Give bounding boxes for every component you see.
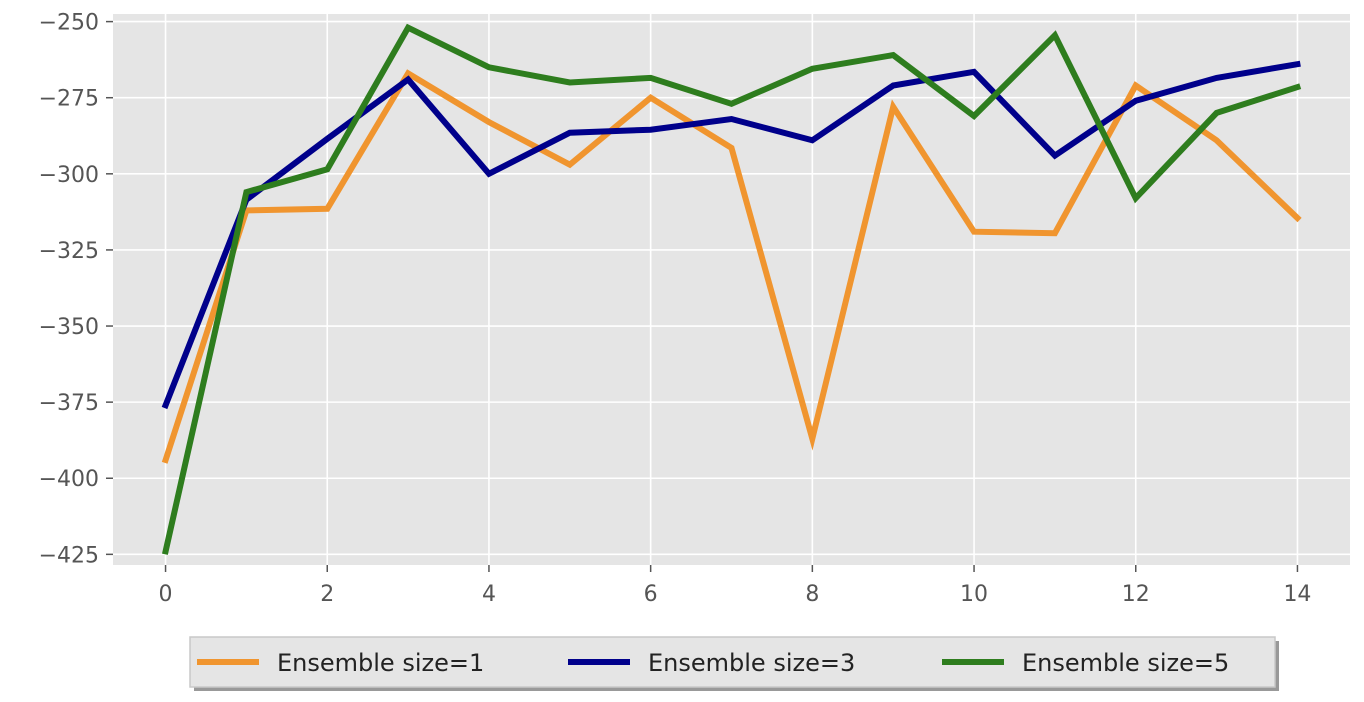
y-tick-label: −375 xyxy=(39,391,99,416)
y-tick-label: −425 xyxy=(39,543,99,568)
x-tick-label: 8 xyxy=(805,582,819,607)
legend-item: Ensemble size=5 xyxy=(942,649,1229,677)
x-tick-label: 12 xyxy=(1122,582,1150,607)
x-tick-label: 14 xyxy=(1283,582,1311,607)
x-tick-label: 0 xyxy=(159,582,173,607)
y-tick-label: −400 xyxy=(39,467,99,492)
legend-item: Ensemble size=3 xyxy=(568,649,855,677)
y-tick-label: −300 xyxy=(39,163,99,188)
legend-label: Ensemble size=5 xyxy=(1022,649,1229,677)
x-tick-label: 6 xyxy=(644,582,658,607)
x-tick-label: 10 xyxy=(960,582,988,607)
legend-item: Ensemble size=1 xyxy=(197,649,484,677)
plot-background xyxy=(113,14,1350,565)
y-tick-label: −275 xyxy=(39,87,99,112)
legend-box xyxy=(189,636,1276,688)
legend: Ensemble size=1 Ensemble size=3 Ensemble s… xyxy=(189,636,1279,691)
y-tick-label: −350 xyxy=(39,315,99,340)
legend-label: Ensemble size=1 xyxy=(277,649,484,677)
series-line-1 xyxy=(161,69,1302,464)
y-tick-label: −250 xyxy=(39,11,99,36)
series-line-3 xyxy=(162,23,1302,555)
x-tick-label: 4 xyxy=(482,582,496,607)
tick-labels: 0 2 4 6 8 10 12 14 −250 −275 −300 −325 −350 −375 −400 −… xyxy=(39,11,1312,607)
series-lines xyxy=(161,23,1302,555)
legend-label: Ensemble size=3 xyxy=(648,649,855,677)
y-tick-label: −325 xyxy=(39,239,99,264)
x-tick-label: 2 xyxy=(320,582,334,607)
